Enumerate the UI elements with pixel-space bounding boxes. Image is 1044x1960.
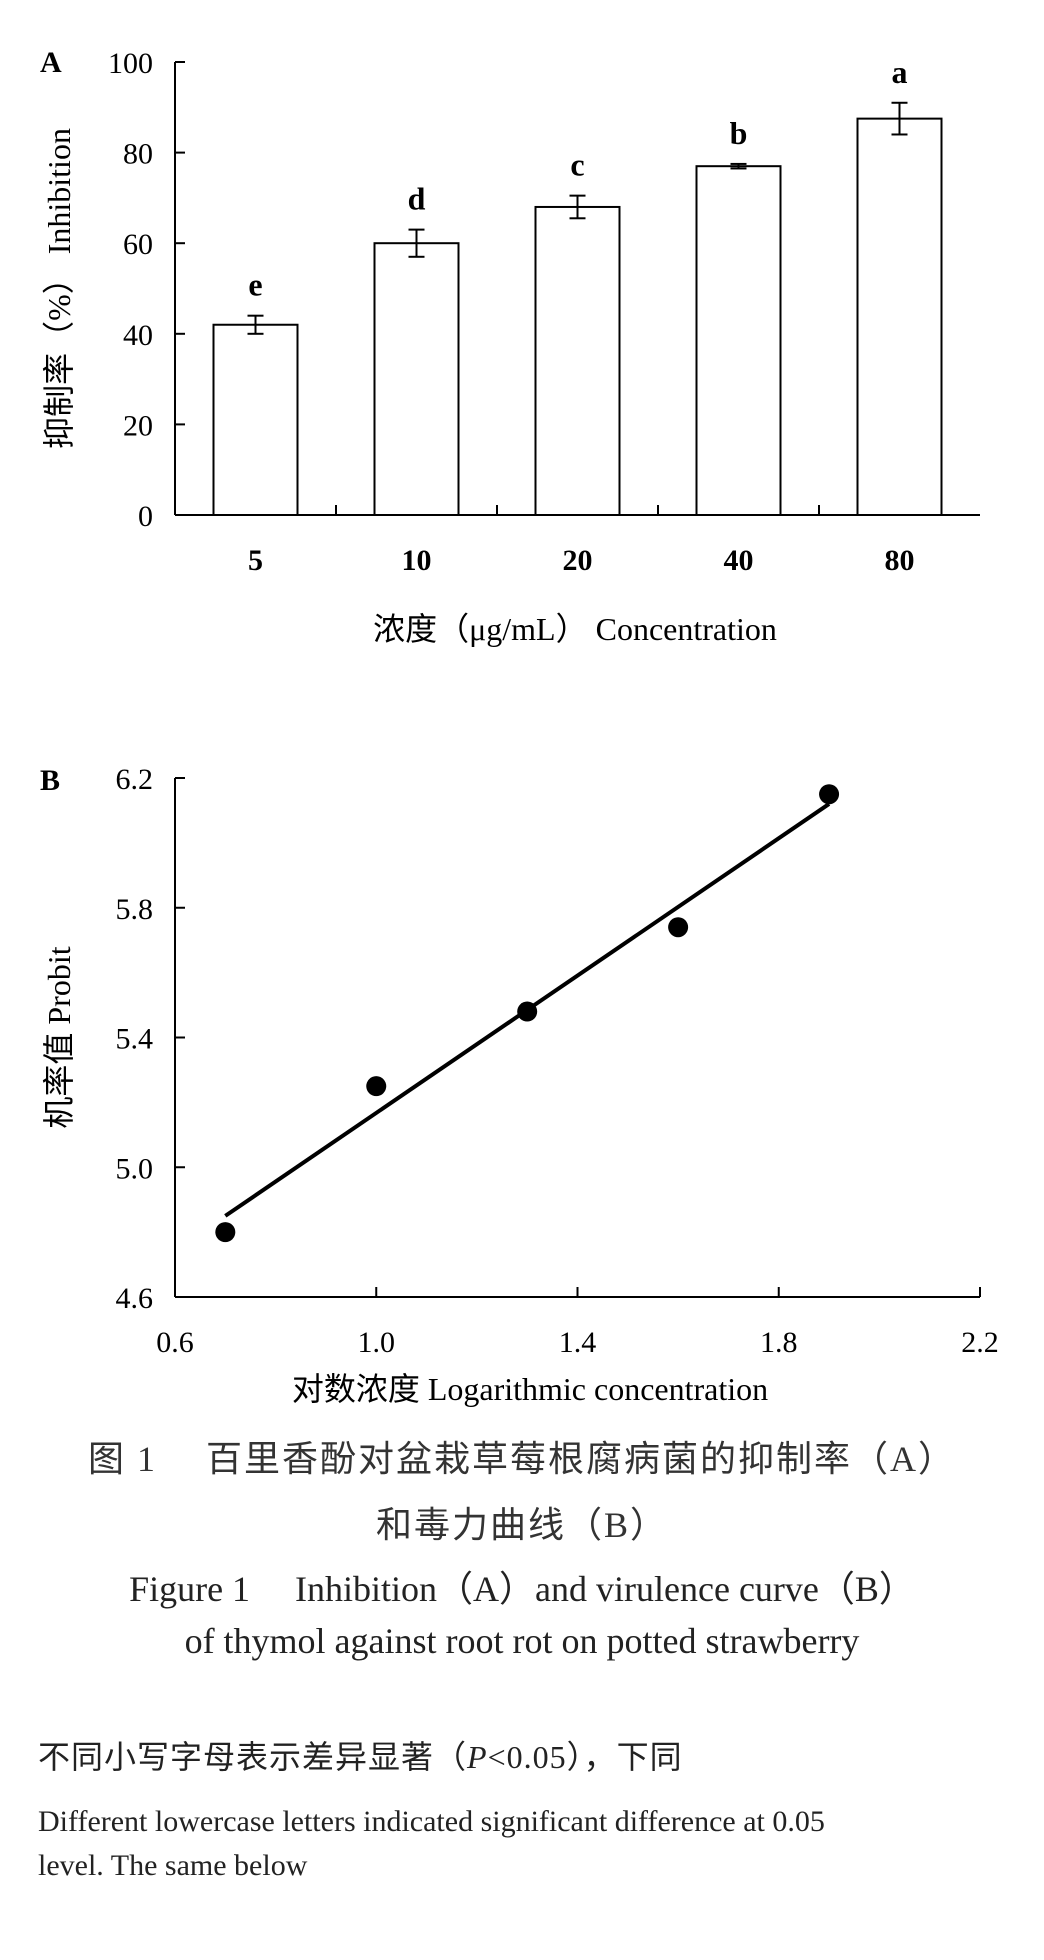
figure-svg: A 抑制率（%） Inhibition 浓度（μg/mL） Concentrat… [40,46,999,1407]
panel-b-axes: 4.6 5.0 5.4 5.8 6.2 0.6 1.0 1.4 1.8 2.2 [116,763,999,1359]
panel-b-points [215,784,840,1243]
panel-a-bars: e d c b a [212,54,943,517]
panel-b-x-tick-label: 1.0 [358,1326,396,1359]
footnote-en-line-2: level. The same below [38,1849,308,1882]
panel-b-y-tick-label: 5.8 [116,893,154,926]
panel-b-data-point [819,784,840,805]
panel-a-bar [695,165,782,516]
panel-a-x-tick-label: 20 [563,544,593,577]
caption-zh-line-1: 图 1 百里香酚对盆栽草莓根腐病菌的抑制率（A） [88,1439,956,1479]
footnote-zh-p: P [467,1739,488,1775]
panel-a-bar [856,117,943,516]
panel-a-significance-letter: c [570,147,584,183]
panel-b-y-tick-label: 5.0 [116,1152,154,1185]
panel-b-scatter-chart: B 机率值 Probit 对数浓度 Logarithmic concentrat… [40,763,999,1407]
panel-a-significance-letter: a [892,54,908,90]
panel-b-data-point [668,917,689,938]
panel-a-bar [534,205,621,517]
panel-b-y-tick-label: 6.2 [116,763,154,796]
panel-a-bar-chart: A 抑制率（%） Inhibition 浓度（μg/mL） Concentrat… [40,46,980,647]
footnote-zh-prefix: 不同小写字母表示差异显著（ [38,1739,468,1775]
panel-a-y-tick-label: 20 [123,409,153,442]
panel-a-bar [373,242,460,516]
panel-b-y-tick-label: 5.4 [116,1023,154,1056]
panel-a-significance-letter: b [730,115,748,151]
panel-b-data-point [215,1222,236,1243]
footnote-zh: 不同小写字母表示差异显著（P<0.05），下同 [38,1732,1018,1778]
panel-a-label: A [40,46,62,79]
panel-b-label: B [40,764,60,797]
panel-b-x-axis-label: 对数浓度 Logarithmic concentration [292,1371,768,1407]
panel-b-data-point [366,1076,387,1097]
panel-b-x-tick-label: 1.8 [760,1326,798,1359]
panel-b-data-point [517,1001,538,1022]
caption-en-line-2: of thymol against root rot on potted str… [184,1621,860,1661]
panel-b-x-tick-label: 0.6 [156,1326,194,1359]
panel-b-x-tick-label: 1.4 [559,1326,597,1359]
panel-a-x-tick-label: 5 [248,544,263,577]
footnote-en-line-1: Different lowercase letters indicated si… [38,1805,825,1838]
panel-a-x-tick-label: 80 [885,544,915,577]
caption-zh-line-2: 和毒力曲线（B） [375,1505,668,1545]
panel-a-y-tick-label: 80 [123,138,153,171]
panel-a-x-axis-label: 浓度（μg/mL） Concentration [373,611,777,647]
panel-a-y-tick-label: 0 [138,500,153,533]
panel-a-significance-letter: e [248,267,262,303]
panel-a-axes: 0 20 40 60 80 100 5 10 20 40 80 [108,47,980,577]
panel-a-y-tick-label: 40 [123,319,153,352]
panel-a-x-tick-label: 10 [402,544,432,577]
panel-a-bar [212,323,299,516]
panel-a-y-tick-label: 60 [123,228,153,261]
panel-b-y-tick-label: 4.6 [116,1282,154,1315]
panel-b-y-axis-label: 机率值 Probit [41,946,77,1128]
caption-en-line-1: Figure 1 Inhibition（A）and virulence curv… [129,1569,915,1609]
panel-a-y-axis-label: 抑制率（%） Inhibition [41,128,77,449]
panel-a-y-tick-label: 100 [108,47,153,80]
panel-a-significance-letter: d [408,181,426,217]
panel-b-x-tick-label: 2.2 [961,1326,999,1359]
footnote-zh-suffix: <0.05），下同 [487,1739,683,1775]
panel-a-x-tick-label: 40 [724,544,754,577]
footnote-en: Different lowercase letters indicated si… [38,1800,1018,1888]
